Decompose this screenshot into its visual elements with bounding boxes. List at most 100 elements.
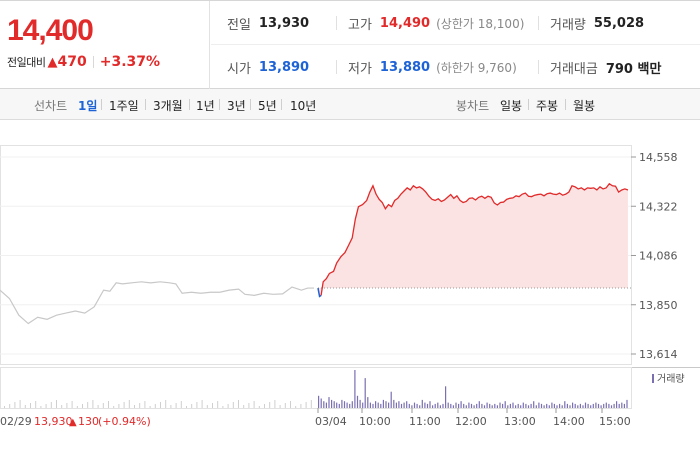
- volume-bar: [331, 399, 333, 408]
- up-arrow-icon: ▲: [47, 54, 58, 70]
- tab-3month[interactable]: 3개월: [153, 99, 183, 113]
- y-tick-label: 13,614: [639, 348, 678, 361]
- prev-day-volume-bar: [248, 403, 250, 408]
- stat-open: 시가 13,890: [227, 59, 310, 77]
- tab-daily-candle[interactable]: 일봉: [500, 99, 523, 113]
- prev-day-volume-bar: [24, 405, 26, 408]
- today-series: [317, 182, 631, 298]
- volume-bar: [574, 403, 576, 408]
- volume-bar: [507, 405, 509, 408]
- volume-bar: [406, 401, 408, 408]
- volume-bar: [364, 378, 366, 408]
- volume-bar: [590, 405, 592, 408]
- volume-bar: [556, 405, 558, 408]
- volume-bar: [416, 403, 418, 408]
- prev-day-volume-bar: [71, 401, 73, 408]
- volume-bar: [603, 403, 605, 408]
- volume-bar: [400, 403, 403, 408]
- prev-day-close: 13,930: [34, 415, 73, 428]
- volume-bar: [336, 402, 338, 408]
- prev-day-volume-bar: [128, 400, 130, 408]
- volume-bar: [587, 403, 589, 408]
- tab-5year[interactable]: 5년: [258, 99, 277, 113]
- volume-bar: [369, 402, 371, 408]
- prev-day-series: [0, 281, 314, 325]
- prev-day-volume-bar: [212, 403, 213, 408]
- volume-bar: [460, 401, 462, 408]
- volume-bar: [623, 403, 625, 408]
- prev-day-volume-bar: [160, 402, 161, 408]
- stats-row-1: 전일 13,930 고가 14,490 (상한가 18,100) 거래량 55,…: [211, 1, 700, 45]
- prev-day-volume-bar: [175, 403, 177, 408]
- prev-day-volume-bar: [300, 404, 302, 408]
- volume-bar: [582, 405, 584, 408]
- volume-bar: [522, 402, 524, 408]
- tab-1week[interactable]: 1주일: [109, 99, 139, 113]
- x-tick-label: 12:00: [455, 415, 487, 428]
- tab-weekly-candle[interactable]: 주봉: [536, 99, 559, 113]
- prev-day-volume-bar: [196, 402, 198, 408]
- volume-bar: [610, 405, 613, 408]
- today-line: [320, 182, 629, 296]
- prev-day-volume-bar: [264, 404, 265, 408]
- volume-bar: [455, 402, 457, 408]
- price-change: 전일대비 ▲ 470 +3.37%: [7, 54, 160, 70]
- stat-low: 저가 13,880 (하한가 9,760): [336, 45, 517, 89]
- high-value: 14,490: [379, 15, 431, 31]
- chart-svg: 14,558 14,322 14,086 13,850 13,614 03/04 10:0…: [0, 145, 700, 428]
- volume-bar: [548, 405, 550, 408]
- change-percent: +3.37%: [99, 54, 161, 70]
- volume-bar: [626, 399, 628, 408]
- volume-bar: [535, 405, 537, 408]
- volume-bar: [616, 401, 618, 408]
- prev-day-volume-bar: [14, 402, 16, 408]
- y-tick-label: 14,558: [639, 151, 678, 164]
- volume-legend-swatch: [652, 374, 654, 383]
- prev-day-volume-bar: [206, 405, 208, 408]
- tab-1year[interactable]: 1년: [196, 99, 215, 113]
- volume-bar: [413, 402, 416, 408]
- volume-bar: [483, 405, 486, 408]
- prev-day-volume-bar: [66, 403, 68, 408]
- x-tick-label: 14:00: [553, 415, 585, 428]
- volume-bar: [343, 401, 346, 408]
- volume-bar: [491, 405, 493, 408]
- volume-bar: [595, 402, 597, 408]
- prev-day-volume-bar: [118, 404, 120, 408]
- tab-3year[interactable]: 3년: [227, 99, 246, 113]
- prev-day-volume-bar: [274, 400, 276, 408]
- volume-bar: [439, 405, 441, 408]
- change-divider: [92, 56, 94, 68]
- volume-bar: [351, 401, 353, 408]
- volume-bar: [320, 398, 322, 408]
- prev-day-volume-bar: [165, 400, 167, 408]
- tab-1day[interactable]: 1일: [78, 99, 98, 113]
- volume-legend: 거래량: [657, 373, 685, 385]
- prev-day-volume-bar: [123, 402, 125, 408]
- stat-high: 고가 14,490 (상한가 18,100): [336, 1, 524, 45]
- volume-bar: [600, 405, 602, 408]
- volume-bar: [489, 403, 491, 408]
- volume-bar: [566, 403, 568, 408]
- prev-day-volume-bar: [232, 402, 234, 408]
- prev-close-value: 13,930: [258, 15, 310, 31]
- volume-bar: [468, 402, 470, 408]
- x-tick-label: 03/04: [315, 415, 347, 428]
- prev-day-arrow-icon: ▲: [69, 417, 77, 428]
- prev-day-volume-bar: [92, 400, 94, 408]
- volume-bar: [515, 405, 517, 408]
- stat-prev-close: 전일 13,930: [227, 15, 310, 33]
- x-tick-label: 11:00: [409, 415, 441, 428]
- volume-bar: [447, 402, 449, 408]
- prev-day-footer: 02/29 13,930 ▲ 130 (+0.94%): [0, 415, 151, 428]
- volume-bar: [543, 405, 545, 408]
- prev-day-volume-bar: [201, 400, 203, 408]
- open-value: 13,890: [258, 59, 310, 75]
- volume-bar: [499, 402, 501, 408]
- tab-10year[interactable]: 10년: [290, 99, 317, 113]
- volume-bar: [411, 405, 413, 408]
- stats-grid: 전일 13,930 고가 14,490 (상한가 18,100) 거래량 55,…: [211, 1, 700, 89]
- volume-bar: [325, 402, 327, 408]
- tab-monthly-candle[interactable]: 월봉: [573, 99, 596, 113]
- volume-bar: [540, 403, 543, 408]
